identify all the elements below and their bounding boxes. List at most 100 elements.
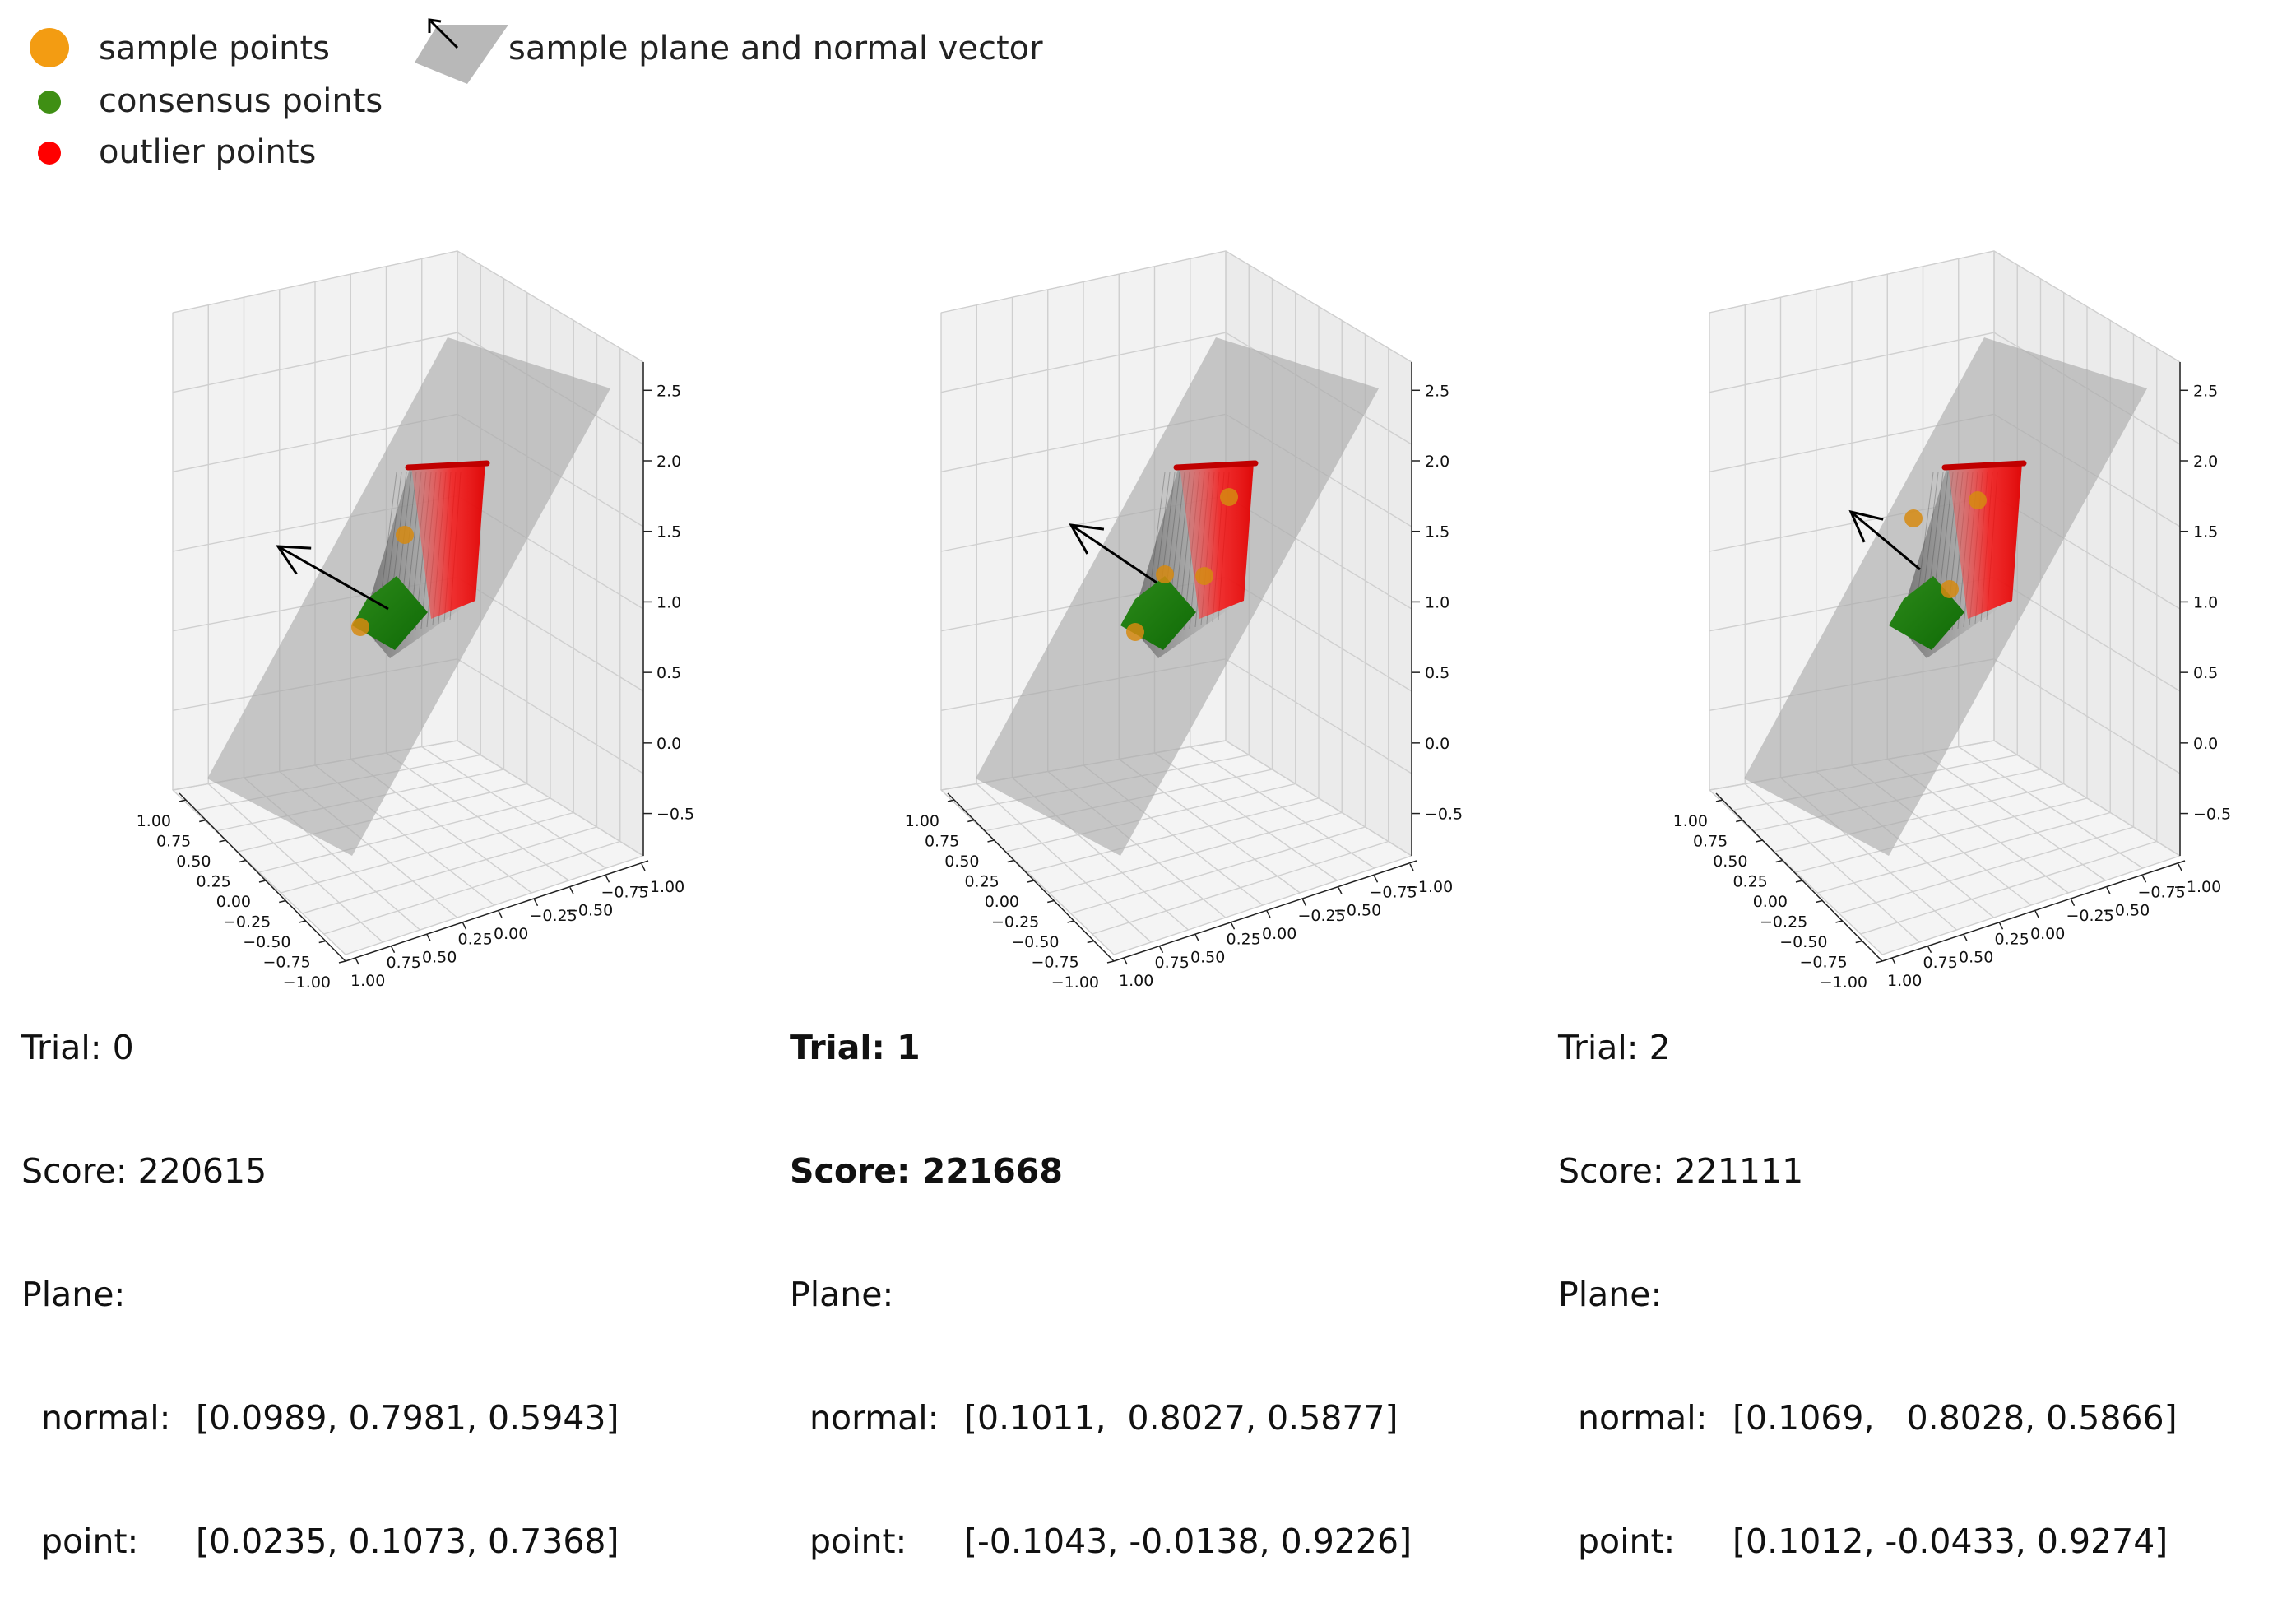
x-tick [947,799,955,802]
legend-label-plane: sample plane and normal vector [508,30,1043,67]
normal-vector [1070,523,1157,584]
point-label: point: [809,1522,907,1561]
grid-line [1881,855,2181,955]
x-tick [1027,880,1035,883]
x-tick-label: 0.25 [964,873,999,891]
plot-panel-1: 2.52.01.51.00.50.0−0.51.000.750.500.250.… [905,250,1463,992]
sample-plane-marker [415,25,508,84]
y-tick-label: −1.00 [2173,878,2221,896]
plane-label: Plane: [21,1275,126,1314]
y-tick [1301,899,1307,907]
y-tick-label: −0.75 [2138,883,2186,901]
y-tick [1338,887,1343,894]
outlier-points-region [411,462,485,619]
grid-line [1958,746,2144,869]
outlier-points-marker [38,142,61,165]
legend-label-consensus: consensus points [99,82,383,120]
ransac-figure: sample points consensus points outlier p… [30,18,2231,992]
x-tick-label: 0.50 [176,853,211,871]
x-tick [318,940,326,944]
y-tick [641,863,646,871]
y-tick [426,934,431,941]
x-tick [1816,899,1823,904]
z-tick-label: 1.0 [656,593,681,611]
sample-point [1941,580,1959,598]
z-tick-label: 2.5 [656,382,681,400]
z-tick-label: 0.0 [656,735,681,753]
normal-label: normal: [809,1398,939,1438]
y-tick-label: −0.25 [530,907,577,925]
grid-line [1225,740,1412,857]
z-tick-label: 0.0 [1425,735,1449,753]
trial-info-1: Trial: 1 Score: 221668 Plane: normal: [0.… [790,945,1412,1603]
y-tick-label: 0.00 [1262,925,1296,943]
x-tick [239,859,246,863]
grid-line [1190,746,1375,869]
z-tick-label: 2.0 [656,453,681,471]
sample-point [1126,623,1144,641]
normal-label: normal: [41,1398,171,1438]
y-tick-label: −1.00 [1405,878,1453,896]
point-value: [-0.1043, -0.0138, 0.9226] [964,1522,1412,1561]
y-tick-label: −0.25 [1298,907,1346,925]
y-tick-label: −0.75 [1370,883,1417,901]
z-tick-label: 1.5 [1425,523,1449,541]
y-tick-label: 0.25 [458,930,493,948]
y-tick-label: −0.50 [565,902,613,920]
sample-point [1156,565,1174,583]
grid-line [1993,740,2181,857]
x-tick [279,899,286,904]
grid-line [386,752,569,881]
x-tick-label: −0.75 [1032,954,1079,972]
x-tick [199,819,206,823]
x-tick [1087,940,1094,944]
sample-points-marker [30,28,69,67]
point-label: point: [41,1522,139,1561]
grid-line [1817,811,2111,894]
z-tick-label: 0.5 [656,664,681,682]
x-tick-label: −1.00 [283,973,331,992]
x-tick [1835,920,1843,923]
grid-line [302,826,597,914]
x-tick [338,960,346,964]
x-tick-label: 0.75 [1693,833,1728,851]
y-tick-label: 0.25 [1227,930,1261,948]
x-tick [967,819,975,823]
normal-vector-arrowhead [1069,523,1105,555]
x-tick-label: 0.75 [156,833,191,851]
x-tick-label: −0.50 [1011,933,1059,951]
grid-line [421,746,607,869]
z-tick-label: 0.5 [1425,664,1449,682]
z-tick-label: 2.0 [2193,453,2218,471]
consensus-points-marker [38,91,61,114]
x-tick [1875,960,1883,964]
y-tick [2034,910,2039,918]
x-tick [987,839,995,843]
point-value: [0.1012, -0.0433, 0.9274] [1732,1522,2168,1561]
outlier-top-edge [1173,460,1259,471]
y-tick [2141,875,2147,883]
y-tick [1998,922,2004,930]
plot-panel-2: 2.52.01.51.00.50.0−0.51.000.750.500.250.… [1673,250,2231,992]
x-tick-label: −0.75 [263,954,311,972]
x-tick [179,799,187,802]
grid-line [1113,855,1412,955]
y-tick-label: −0.50 [2102,902,2150,920]
x-tick [1756,839,1763,843]
grid-line [1839,826,2134,914]
z-tick-label: 0.5 [2193,664,2218,682]
z-tick-label: 0.0 [2193,735,2218,753]
z-tick-label: 1.5 [2193,523,2218,541]
x-tick-label: 0.00 [1753,893,1788,911]
y-tick-label: 0.75 [1923,954,1958,972]
y-tick-label: −0.75 [601,883,649,901]
normal-value: [0.1011, 0.8027, 0.5877] [964,1398,1398,1438]
x-axis [179,792,346,962]
z-tick-label: 2.5 [1425,382,1449,400]
y-tick [1230,922,1236,930]
point-label: point: [1578,1522,1676,1561]
x-tick-label: 0.25 [196,873,230,891]
y-tick [2178,863,2182,871]
score-label: Score: 220615 [21,1151,267,1191]
y-tick [1891,957,1896,965]
